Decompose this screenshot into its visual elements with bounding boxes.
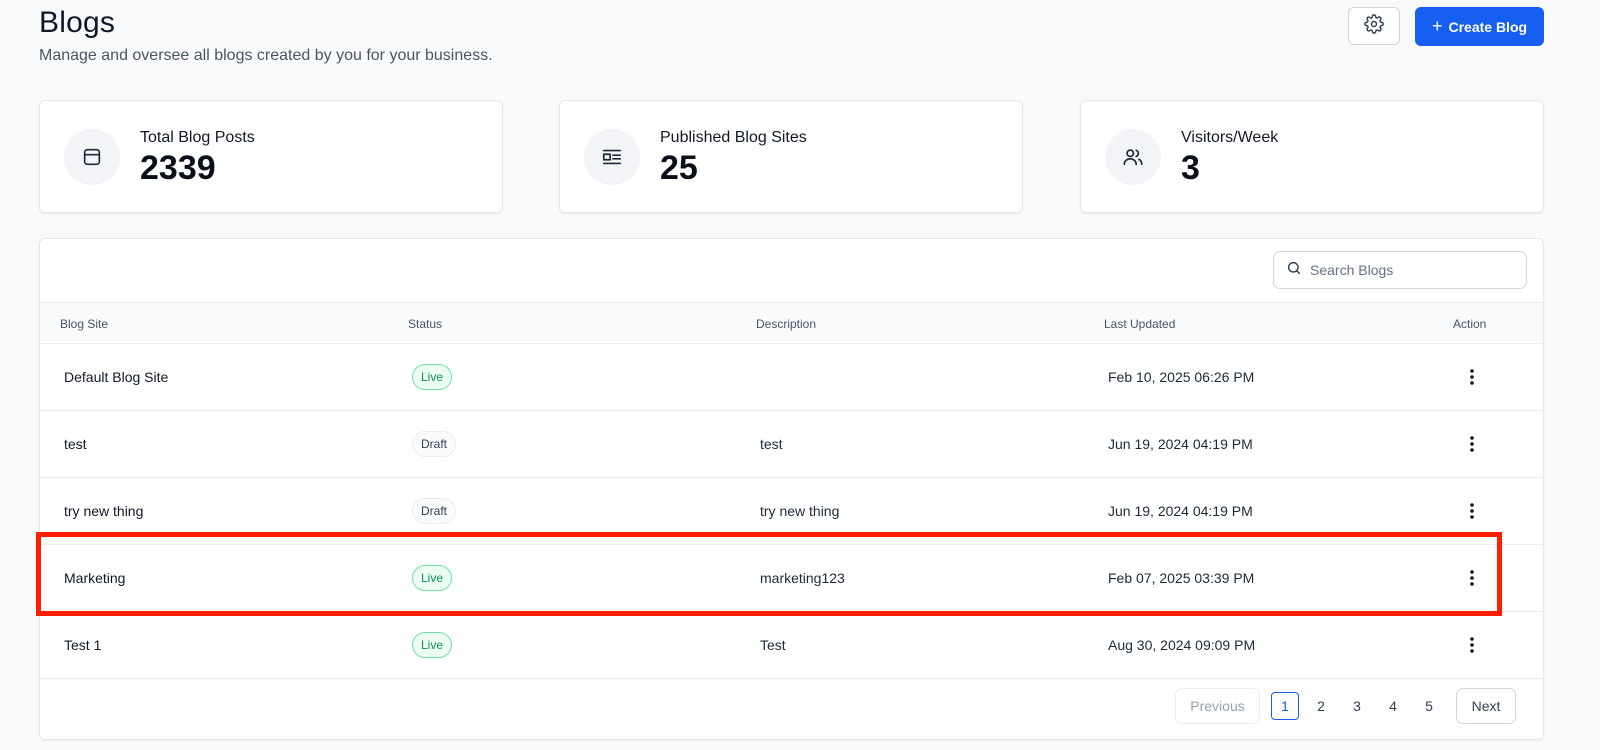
browser-window-icon	[64, 129, 120, 185]
stat-value: 2339	[140, 149, 216, 187]
cell-description: Test	[760, 637, 786, 653]
more-vertical-icon[interactable]	[1460, 431, 1484, 457]
cell-last-updated: Jun 19, 2024 04:19 PM	[1108, 503, 1253, 519]
cell-blog-site: Test 1	[64, 637, 102, 653]
article-layout-icon	[584, 129, 640, 185]
blogs-table-card: Blog Site Status Description Last Update…	[39, 238, 1544, 740]
more-vertical-icon[interactable]	[1460, 565, 1484, 591]
create-blog-label: Create Blog	[1448, 18, 1528, 35]
page-title: Blogs	[39, 6, 116, 39]
stat-card-visitors: Visitors/Week 3	[1080, 100, 1544, 213]
cell-blog-site: test	[64, 436, 87, 452]
more-vertical-icon[interactable]	[1460, 364, 1484, 390]
stat-value: 25	[660, 149, 698, 187]
cell-last-updated: Jun 19, 2024 04:19 PM	[1108, 436, 1253, 452]
table-row[interactable]: test Draft test Jun 19, 2024 04:19 PM	[40, 411, 1543, 478]
page-4-button[interactable]: 4	[1389, 698, 1397, 714]
column-header-blog-site: Blog Site	[60, 317, 109, 331]
table-row[interactable]: Default Blog Site Live Feb 10, 2025 06:2…	[40, 344, 1543, 411]
status-badge: Live	[412, 364, 453, 390]
stat-label: Published Blog Sites	[660, 129, 807, 146]
users-icon	[1105, 129, 1161, 185]
stat-card-total-posts: Total Blog Posts 2339	[39, 100, 503, 213]
status-badge: Live	[412, 632, 453, 658]
cell-last-updated: Feb 07, 2025 03:39 PM	[1108, 570, 1255, 586]
cell-description: marketing123	[760, 570, 845, 586]
cell-description: test	[760, 436, 783, 452]
page-5-button[interactable]: 5	[1425, 698, 1433, 714]
cell-blog-site: try new thing	[64, 503, 144, 519]
plus-icon: +	[1431, 15, 1443, 36]
cell-last-updated: Feb 10, 2025 06:26 PM	[1108, 369, 1255, 385]
page-3-button[interactable]: 3	[1353, 698, 1361, 714]
column-header-last-updated: Last Updated	[1104, 317, 1176, 331]
column-header-description: Description	[756, 317, 817, 331]
more-vertical-icon[interactable]	[1460, 632, 1484, 658]
settings-button[interactable]	[1348, 7, 1400, 45]
table-header: Blog Site Status Description Last Update…	[40, 302, 1543, 344]
next-page-button[interactable]: Next	[1456, 688, 1516, 724]
previous-page-button[interactable]: Previous	[1175, 688, 1260, 724]
stat-value: 3	[1181, 149, 1200, 187]
cell-description: try new thing	[760, 503, 840, 519]
create-blog-button[interactable]: + Create Blog	[1415, 7, 1544, 46]
column-header-status: Status	[408, 317, 443, 331]
status-badge: Draft	[412, 498, 457, 524]
status-badge: Draft	[412, 431, 457, 457]
gear-icon	[1364, 13, 1384, 39]
table-row[interactable]: Test 1 Live Test Aug 30, 2024 09:09 PM	[40, 612, 1543, 679]
table-row[interactable]: Marketing Live marketing123 Feb 07, 2025…	[40, 545, 1543, 612]
page-1-button[interactable]: 1	[1271, 692, 1299, 720]
cell-last-updated: Aug 30, 2024 09:09 PM	[1108, 637, 1256, 653]
status-badge: Live	[412, 565, 453, 591]
cell-blog-site: Marketing	[64, 570, 126, 586]
search-input[interactable]	[1308, 261, 1512, 279]
stat-card-published-sites: Published Blog Sites 25	[559, 100, 1023, 213]
stat-label: Visitors/Week	[1181, 129, 1279, 146]
cell-blog-site: Default Blog Site	[64, 369, 169, 385]
pagination: Previous 1 2 3 4 5 Next	[40, 676, 1543, 739]
stat-label: Total Blog Posts	[140, 129, 255, 146]
page-subtitle: Manage and oversee all blogs created by …	[39, 47, 493, 64]
search-icon	[1286, 260, 1302, 281]
page-2-button[interactable]: 2	[1317, 698, 1325, 714]
column-header-action: Action	[1453, 317, 1487, 331]
more-vertical-icon[interactable]	[1460, 498, 1484, 524]
table-row[interactable]: try new thing Draft try new thing Jun 19…	[40, 478, 1543, 545]
search-box[interactable]	[1273, 251, 1527, 289]
